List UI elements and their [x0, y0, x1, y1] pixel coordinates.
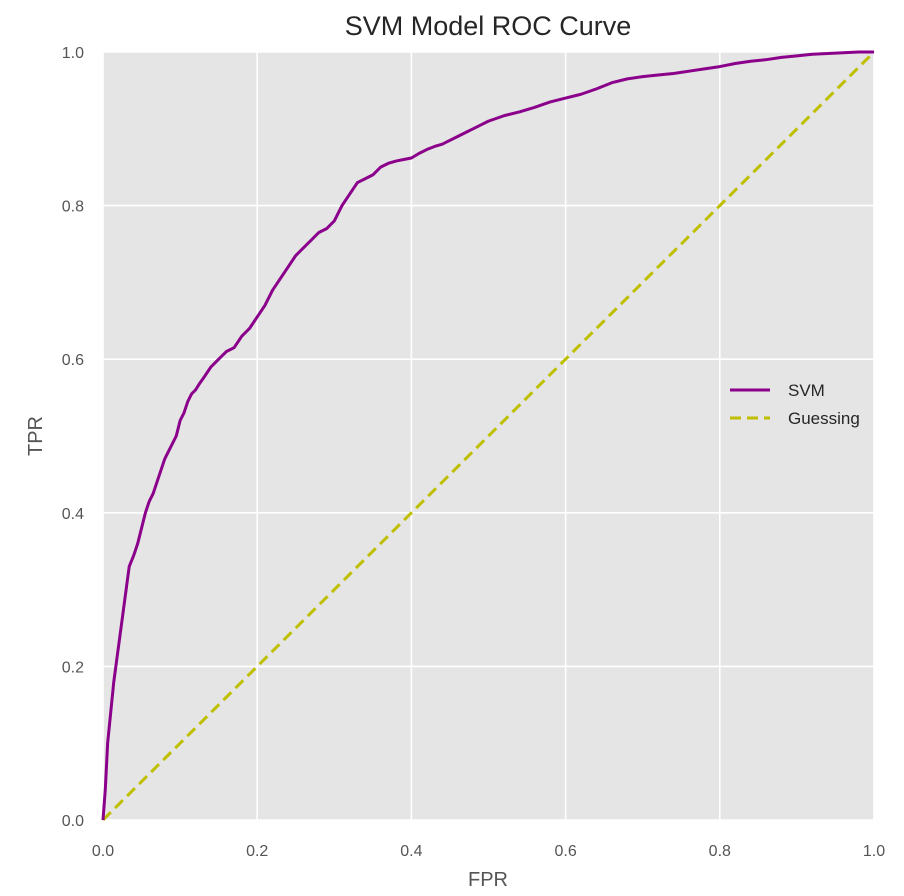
y-tick-label: 0.2 — [62, 659, 84, 676]
x-tick-label: 1.0 — [863, 843, 885, 860]
legend: SVM Guessing — [730, 381, 860, 428]
grid-lines — [102, 51, 875, 821]
y-tick-labels: 0.0 0.2 0.4 0.6 0.8 1.0 — [62, 45, 84, 830]
x-tick-label: 0.8 — [709, 843, 731, 860]
series-layer — [101, 50, 876, 822]
x-tick-labels: 0.0 0.2 0.4 0.6 0.8 1.0 — [92, 843, 885, 860]
series-line-guessing — [101, 50, 876, 822]
x-tick-label: 0.0 — [92, 843, 114, 860]
chart-title: SVM Model ROC Curve — [345, 11, 632, 41]
y-axis-label: TPR — [25, 416, 47, 456]
y-tick-label: 0.0 — [62, 813, 84, 830]
legend-label-svm: SVM — [788, 381, 825, 400]
y-tick-label: 0.6 — [62, 352, 84, 369]
x-tick-label: 0.2 — [246, 843, 268, 860]
x-tick-label: 0.4 — [400, 843, 422, 860]
x-axis-label: FPR — [468, 869, 508, 891]
legend-label-guessing: Guessing — [788, 409, 860, 428]
x-tick-label: 0.6 — [554, 843, 576, 860]
y-tick-label: 0.4 — [62, 506, 84, 523]
y-tick-label: 1.0 — [62, 45, 84, 62]
series-line-svm — [101, 50, 874, 821]
y-tick-label: 0.8 — [62, 199, 84, 216]
